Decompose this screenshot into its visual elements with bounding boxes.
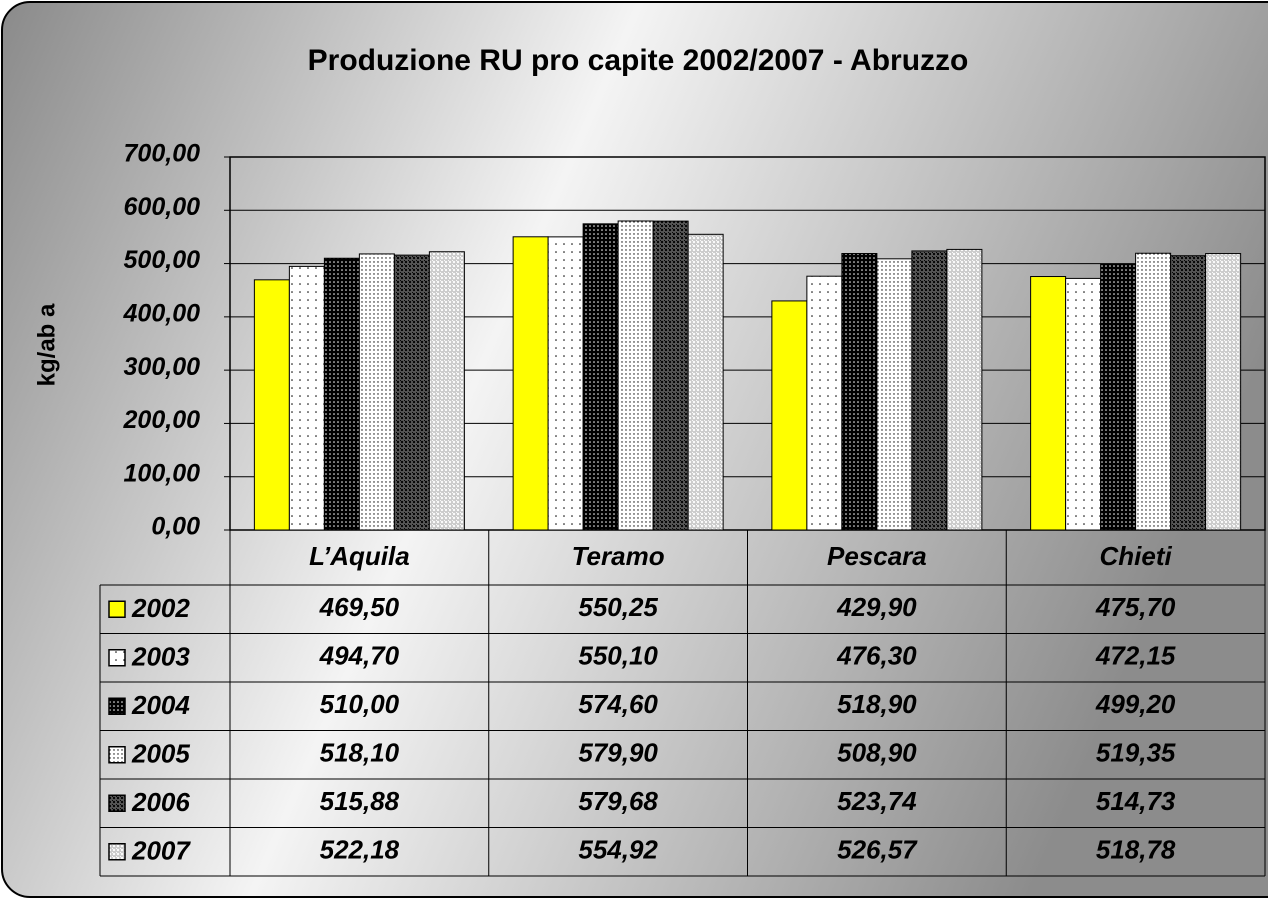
- bar: [582, 223, 619, 531]
- bar: [1030, 276, 1067, 531]
- bar: [512, 236, 549, 531]
- y-tick-label: 0,00: [151, 513, 200, 541]
- bar: [1100, 263, 1137, 531]
- data-label: 518,90: [837, 689, 917, 719]
- legend-label: 2007: [131, 836, 191, 866]
- bar: [911, 250, 948, 531]
- y-tick-label: 700,00: [124, 140, 201, 168]
- bar: [652, 220, 689, 531]
- y-tick-label: 400,00: [123, 299, 201, 327]
- data-label: 472,15: [1095, 641, 1176, 671]
- bar: [428, 251, 465, 531]
- y-axis-label: kg/ab a: [33, 303, 60, 386]
- data-label: 475,70: [1095, 592, 1176, 622]
- data-label: 579,90: [578, 738, 658, 768]
- legend-label: 2004: [131, 690, 190, 720]
- bar: [841, 253, 878, 531]
- bar: [946, 248, 983, 531]
- data-label: 519,35: [1096, 738, 1176, 768]
- y-tick-label: 500,00: [124, 246, 201, 274]
- data-label: 476,30: [836, 641, 917, 671]
- legend-swatch: [108, 697, 126, 715]
- data-label: 429,90: [836, 592, 917, 622]
- y-tick-label: 200,00: [123, 406, 201, 434]
- bar: [687, 233, 724, 531]
- legend-swatch: [108, 794, 126, 812]
- bar: [1065, 277, 1102, 531]
- bar: [1205, 253, 1242, 531]
- data-label: 523,74: [837, 786, 917, 816]
- legend-label: 2002: [131, 593, 190, 623]
- bar: [876, 258, 913, 531]
- bar: [806, 275, 843, 531]
- chart-title: Produzione RU pro capite 2002/2007 - Abr…: [308, 44, 969, 77]
- bar: [617, 220, 654, 531]
- bar: [288, 265, 325, 531]
- data-label: 554,92: [578, 835, 658, 865]
- data-label: 515,88: [320, 786, 400, 816]
- data-label: 518,10: [320, 738, 400, 768]
- y-tick-label: 300,00: [124, 353, 201, 381]
- x-tick-label: Chieti: [1100, 541, 1173, 571]
- bar: [253, 279, 290, 531]
- data-label: 526,57: [837, 835, 918, 865]
- bar: [1170, 255, 1207, 531]
- bar: [1135, 252, 1172, 531]
- data-label: 574,60: [578, 689, 658, 719]
- legend-swatch: [108, 843, 126, 861]
- bar: [771, 300, 808, 531]
- bar: [323, 257, 360, 531]
- legend-swatch: [108, 600, 126, 618]
- data-label: 508,90: [837, 738, 917, 768]
- data-label: 550,10: [578, 641, 658, 671]
- legend-label: 2003: [131, 642, 190, 672]
- data-label: 469,50: [319, 592, 400, 622]
- data-label: 499,20: [1095, 689, 1176, 719]
- bar: [358, 253, 395, 531]
- bar: [393, 254, 430, 531]
- legend-label: 2005: [131, 739, 190, 769]
- x-tick-label: Pescara: [827, 541, 927, 571]
- legend-swatch: [108, 746, 126, 764]
- y-tick-label: 100,00: [124, 459, 201, 487]
- data-label: 494,70: [319, 641, 400, 671]
- legend-swatch: [108, 649, 126, 667]
- x-tick-label: L’Aquila: [309, 541, 410, 571]
- y-tick-label: 600,00: [124, 193, 201, 221]
- bar: [547, 236, 584, 531]
- x-tick-label: Teramo: [572, 541, 665, 571]
- legend-label: 2006: [131, 787, 190, 817]
- data-label: 514,73: [1096, 786, 1176, 816]
- data-label: 522,18: [320, 835, 400, 865]
- data-label: 579,68: [578, 786, 658, 816]
- data-label: 518,78: [1096, 835, 1176, 865]
- data-label: 510,00: [320, 689, 400, 719]
- data-label: 550,25: [578, 592, 658, 622]
